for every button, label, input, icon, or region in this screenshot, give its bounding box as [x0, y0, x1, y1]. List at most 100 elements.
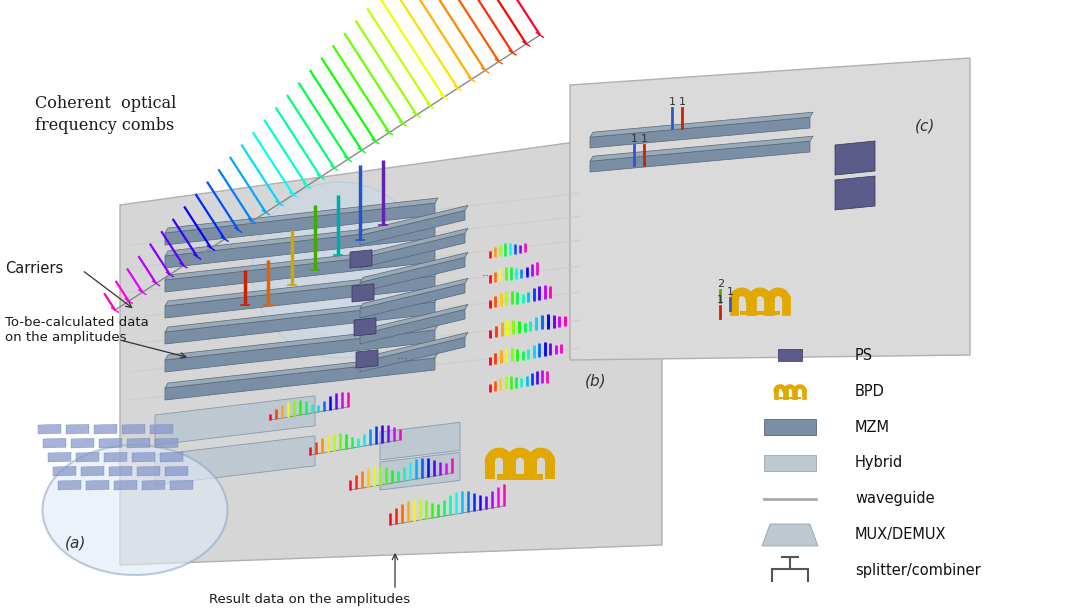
- Text: MZM: MZM: [855, 419, 890, 435]
- Polygon shape: [58, 480, 81, 490]
- Polygon shape: [165, 250, 435, 292]
- Polygon shape: [160, 452, 183, 462]
- Polygon shape: [165, 271, 438, 306]
- Ellipse shape: [42, 445, 228, 575]
- Polygon shape: [350, 250, 372, 268]
- Polygon shape: [740, 311, 781, 315]
- Polygon shape: [835, 176, 875, 210]
- Text: 1: 1: [669, 97, 676, 107]
- Text: ...: ...: [482, 266, 494, 279]
- Polygon shape: [360, 284, 465, 318]
- Polygon shape: [150, 424, 173, 434]
- Polygon shape: [165, 325, 438, 360]
- Polygon shape: [380, 423, 460, 460]
- Polygon shape: [86, 480, 109, 490]
- Polygon shape: [48, 452, 71, 462]
- Polygon shape: [165, 302, 435, 344]
- Polygon shape: [360, 338, 465, 372]
- Text: Coherent  optical
frequency combs: Coherent optical frequency combs: [35, 95, 176, 134]
- Polygon shape: [360, 252, 468, 282]
- Text: Carriers: Carriers: [5, 261, 64, 276]
- Polygon shape: [165, 245, 438, 280]
- Polygon shape: [165, 353, 438, 388]
- Polygon shape: [360, 332, 468, 362]
- Polygon shape: [132, 452, 156, 462]
- Polygon shape: [352, 284, 374, 302]
- Polygon shape: [94, 424, 117, 434]
- Polygon shape: [43, 438, 66, 448]
- Polygon shape: [120, 130, 662, 565]
- Polygon shape: [590, 136, 813, 161]
- Text: 2: 2: [717, 279, 724, 289]
- Polygon shape: [165, 203, 435, 245]
- Polygon shape: [165, 198, 438, 233]
- Circle shape: [275, 205, 405, 335]
- Polygon shape: [165, 276, 435, 318]
- Polygon shape: [141, 480, 165, 490]
- Polygon shape: [570, 58, 970, 360]
- Text: (b): (b): [585, 373, 607, 388]
- Text: 1: 1: [679, 97, 686, 107]
- Polygon shape: [360, 258, 465, 292]
- Polygon shape: [762, 524, 818, 546]
- Polygon shape: [156, 396, 315, 445]
- Polygon shape: [590, 112, 813, 137]
- Polygon shape: [156, 436, 315, 485]
- Polygon shape: [66, 424, 89, 434]
- Text: 1: 1: [727, 287, 734, 297]
- Text: Hybrid: Hybrid: [855, 456, 903, 470]
- Polygon shape: [114, 480, 137, 490]
- Polygon shape: [165, 226, 435, 268]
- Polygon shape: [109, 466, 132, 476]
- Polygon shape: [137, 466, 160, 476]
- Text: 1: 1: [631, 134, 638, 144]
- Text: PS: PS: [855, 347, 873, 362]
- Polygon shape: [38, 424, 60, 434]
- Text: MUX/DEMUX: MUX/DEMUX: [855, 528, 946, 542]
- Polygon shape: [71, 438, 94, 448]
- Polygon shape: [360, 234, 465, 268]
- Polygon shape: [165, 221, 438, 256]
- Polygon shape: [835, 141, 875, 175]
- Polygon shape: [127, 438, 150, 448]
- Text: (a): (a): [65, 536, 86, 551]
- Polygon shape: [497, 474, 543, 480]
- FancyBboxPatch shape: [778, 349, 802, 361]
- Polygon shape: [360, 304, 468, 335]
- Polygon shape: [122, 424, 145, 434]
- Text: (c): (c): [915, 118, 935, 133]
- Polygon shape: [170, 480, 193, 490]
- Polygon shape: [356, 350, 378, 368]
- Polygon shape: [354, 318, 376, 336]
- Polygon shape: [360, 309, 465, 344]
- Polygon shape: [360, 279, 468, 308]
- Polygon shape: [99, 438, 122, 448]
- Polygon shape: [380, 453, 460, 490]
- Polygon shape: [165, 330, 435, 372]
- Polygon shape: [165, 466, 188, 476]
- Text: Result data on the amplitudes: Result data on the amplitudes: [210, 593, 410, 606]
- Polygon shape: [779, 397, 801, 399]
- Circle shape: [252, 182, 428, 358]
- Text: 1: 1: [642, 134, 648, 144]
- FancyBboxPatch shape: [764, 419, 816, 435]
- Text: ...: ...: [397, 349, 409, 362]
- Polygon shape: [156, 438, 178, 448]
- FancyBboxPatch shape: [764, 455, 816, 471]
- Text: splitter/combiner: splitter/combiner: [855, 563, 981, 579]
- Text: 1: 1: [717, 295, 724, 305]
- Polygon shape: [360, 205, 468, 236]
- Polygon shape: [104, 452, 127, 462]
- Polygon shape: [590, 117, 810, 148]
- Text: To-be-calculated data
on the amplitudes: To-be-calculated data on the amplitudes: [5, 316, 149, 344]
- Text: BPD: BPD: [855, 384, 885, 399]
- Polygon shape: [590, 141, 810, 172]
- Polygon shape: [53, 466, 76, 476]
- Polygon shape: [81, 466, 104, 476]
- Polygon shape: [165, 297, 438, 332]
- Polygon shape: [360, 210, 465, 245]
- Polygon shape: [360, 228, 468, 258]
- Polygon shape: [165, 358, 435, 400]
- Polygon shape: [76, 452, 99, 462]
- Text: waveguide: waveguide: [855, 491, 934, 507]
